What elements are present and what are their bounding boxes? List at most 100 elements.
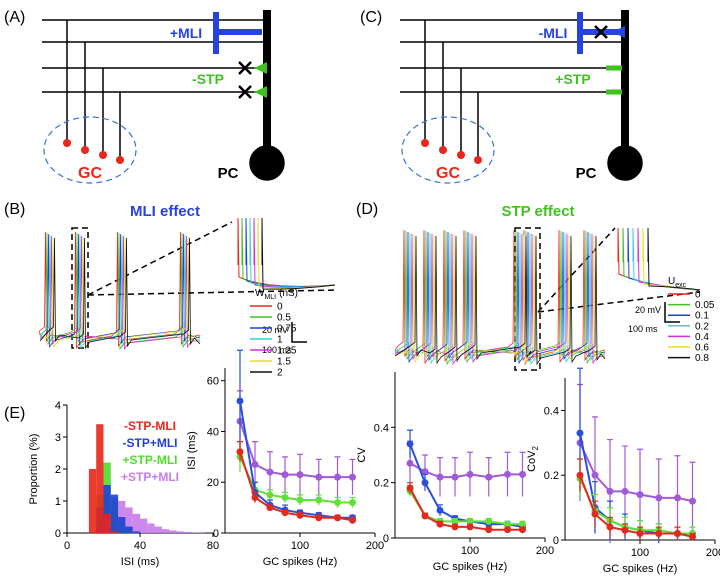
inset-trace — [245, 217, 336, 288]
inset-trace — [622, 227, 701, 291]
data-point — [655, 530, 663, 538]
data-point — [436, 473, 444, 481]
data-point — [466, 470, 474, 478]
scale-bars — [291, 302, 680, 343]
x-tick-label: 0 — [64, 540, 70, 552]
data-point — [621, 487, 629, 495]
data-point — [281, 493, 289, 501]
y-tick-label: 60 — [207, 376, 219, 388]
panel-label: (E) — [4, 405, 25, 422]
legend-label: 0 — [695, 290, 701, 301]
x-tick-label: 40 — [134, 540, 146, 552]
legend-label: 2 — [277, 368, 283, 379]
data-point — [466, 523, 474, 531]
x-tick-label: 200 — [706, 547, 720, 559]
y-tick-label: 0 — [553, 535, 559, 547]
histogram-bar — [125, 507, 133, 533]
inset-trace — [253, 217, 336, 288]
data-point — [334, 514, 341, 522]
panel-label: (D) — [356, 201, 378, 218]
histogram-bar — [110, 531, 119, 533]
histogram-bar — [118, 517, 126, 533]
voltage-trace — [39, 237, 201, 350]
legend-title-sub: exc — [675, 282, 686, 289]
panel-label: (B) — [4, 201, 25, 218]
data-point — [674, 494, 681, 502]
inset-trace — [647, 227, 701, 291]
x-tick-label: 100 — [461, 545, 479, 557]
data-point — [296, 511, 304, 519]
x-axis-label: GC spikes (Hz) — [263, 556, 338, 568]
data-point — [315, 514, 323, 522]
data-point — [451, 473, 459, 481]
y-tick-label: 2 — [55, 464, 61, 476]
data-point — [251, 460, 259, 468]
y-tick-label: 0.4 — [544, 405, 559, 417]
pc-label: PC — [218, 165, 239, 182]
y-tick-label: 0.2 — [544, 470, 559, 482]
data-point — [421, 468, 429, 476]
legend-label: 0.1 — [695, 311, 709, 322]
legend-title: WMLI (nS) — [255, 288, 298, 301]
data-point — [334, 473, 341, 481]
circuit-a — [42, 10, 285, 184]
data-point — [315, 496, 323, 504]
y-axis-label: CV — [356, 447, 368, 463]
histogram-bar — [88, 469, 97, 533]
data-point — [436, 506, 444, 514]
x-axis-label: GC spikes (Hz) — [433, 561, 508, 573]
data-point — [296, 496, 304, 504]
panel-label: (A) — [4, 9, 25, 26]
legend-label: +STP+MLI — [121, 470, 179, 484]
data-point — [504, 520, 511, 528]
data-point — [519, 520, 526, 528]
stp-label: -STP — [192, 71, 224, 87]
x-axis-label: ISI (ms) — [121, 556, 160, 568]
legend-label: 0.8 — [695, 353, 709, 364]
data-point — [466, 517, 474, 525]
histogram-bar — [140, 518, 148, 533]
inset-trace — [257, 217, 336, 289]
legend-label: 1.25 — [277, 346, 297, 357]
data-point — [674, 530, 681, 538]
voltage-trace — [394, 233, 606, 366]
legend-label: +STP-MLI — [122, 453, 177, 467]
data-point — [406, 459, 414, 467]
data-point — [591, 510, 599, 518]
panel-label: (C) — [360, 9, 382, 26]
histogram-bar — [132, 531, 140, 533]
data-point — [519, 526, 526, 534]
data-point — [485, 473, 493, 481]
y-axis-label: ISI (ms) — [186, 431, 198, 470]
x-tick-label: 200 — [536, 545, 554, 557]
histogram-bar — [169, 530, 177, 533]
x-tick-label: 80 — [207, 540, 219, 552]
legend-label: 0.4 — [695, 332, 709, 343]
legend-title-main: W — [255, 288, 265, 299]
histogram-bar — [110, 494, 119, 533]
data-point — [606, 487, 614, 495]
voltage-trace — [39, 234, 201, 350]
data-point — [236, 397, 244, 405]
data-point — [689, 533, 696, 541]
histogram-bar — [191, 532, 199, 533]
data-point — [636, 530, 644, 538]
data-point — [485, 526, 493, 534]
legend-label: 0.2 — [695, 321, 709, 332]
inset-trace — [617, 227, 701, 291]
data-point — [606, 523, 614, 531]
legend-label: 0.5 — [277, 313, 291, 324]
inset-trace — [237, 217, 336, 287]
series-line — [239, 420, 353, 479]
data-point — [266, 491, 274, 499]
data-point — [421, 479, 429, 487]
y-tick-label: 1 — [55, 496, 61, 508]
scale-label: 20 mV — [262, 325, 288, 335]
scale-label: 100 ms — [628, 324, 658, 334]
y-tick-label: 0.4 — [374, 422, 389, 434]
y-tick-label: 40 — [207, 426, 219, 438]
y-axis-label-main: ISI (ms) — [186, 431, 198, 470]
data-point — [315, 473, 323, 481]
circuit-c — [400, 10, 643, 184]
